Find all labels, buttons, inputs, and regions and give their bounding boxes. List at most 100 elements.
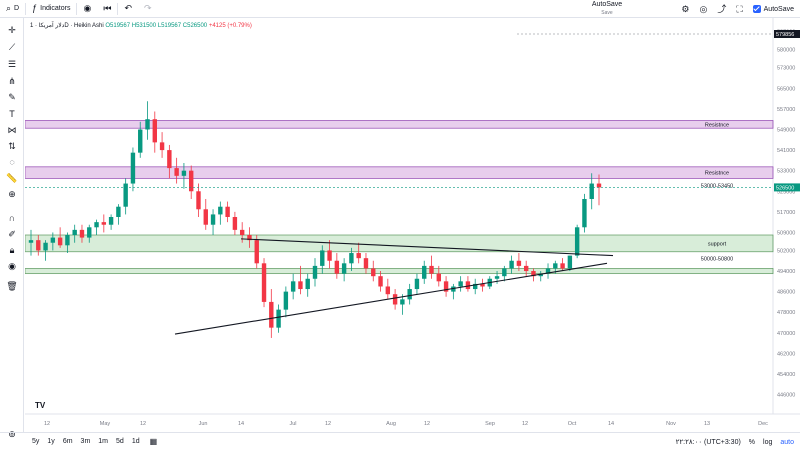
candle-body[interactable] <box>465 281 471 290</box>
candle-body[interactable] <box>567 255 573 269</box>
indicators-button[interactable]: ƒ Indicators <box>26 0 76 18</box>
candle-body[interactable] <box>167 150 172 169</box>
candle-body[interactable] <box>596 183 602 188</box>
candle-body[interactable] <box>276 309 281 328</box>
candle-body[interactable] <box>50 237 56 243</box>
share-icon[interactable]: ⤴ <box>717 3 727 14</box>
candle-body[interactable] <box>130 152 136 184</box>
candle-body[interactable] <box>152 119 157 143</box>
autosave-button[interactable]: AutoSave Save <box>585 1 629 17</box>
candle-body[interactable] <box>43 242 48 251</box>
magnet-icon[interactable]: ∩ <box>8 213 16 223</box>
candle-body[interactable] <box>123 183 128 207</box>
candle-body[interactable] <box>429 265 434 274</box>
price-chart[interactable]: Resistnce Resistnce 53000-53450 support 5000… <box>24 18 800 432</box>
zone-support-2[interactable] <box>24 234 774 253</box>
candle-body[interactable] <box>57 237 63 246</box>
candle-body[interactable] <box>203 209 208 225</box>
zoom-icon[interactable]: ⊕ <box>8 188 16 199</box>
candle-body[interactable] <box>189 170 194 192</box>
candle-body[interactable] <box>400 299 405 305</box>
range-button-3m[interactable]: 3m <box>80 438 91 445</box>
candle-body[interactable] <box>138 129 143 153</box>
fib-icon[interactable]: ☰ <box>7 58 17 69</box>
candle-body[interactable] <box>320 250 325 266</box>
auto-toggle[interactable]: auto <box>780 438 794 446</box>
candle-body[interactable] <box>108 217 114 225</box>
candle-body[interactable] <box>79 229 85 238</box>
candle-body[interactable] <box>473 283 478 290</box>
candle-body[interactable] <box>553 263 558 269</box>
candle-body[interactable] <box>523 265 529 272</box>
candle-body[interactable] <box>36 240 41 251</box>
candle-body[interactable] <box>422 265 427 279</box>
candle-body[interactable] <box>451 286 456 292</box>
zone-resistance-0[interactable] <box>24 120 774 129</box>
candle-body[interactable] <box>385 286 391 295</box>
candle-body[interactable] <box>239 229 245 236</box>
text-icon[interactable]: T <box>9 109 15 119</box>
zone-resistance-1[interactable] <box>24 166 774 179</box>
range-button-5d[interactable]: 5d <box>116 438 124 445</box>
descending-trendline[interactable] <box>240 238 614 257</box>
candle-body[interactable] <box>174 168 179 176</box>
shapes-icon[interactable]: ◌ <box>9 157 15 167</box>
pencil-lock-icon[interactable]: ✐ <box>8 228 16 239</box>
candle-body[interactable] <box>378 276 383 287</box>
candle-body[interactable] <box>480 283 485 287</box>
brush-icon[interactable]: ✎ <box>8 91 16 102</box>
candle-body[interactable] <box>589 183 594 199</box>
pattern-icon[interactable]: ⋈ <box>7 124 17 135</box>
zone-support-3[interactable] <box>24 268 774 275</box>
settings-icon[interactable]: ⚙ <box>681 3 690 14</box>
candle-body[interactable] <box>516 260 522 266</box>
candle-body[interactable] <box>28 240 34 243</box>
candle-body[interactable] <box>261 263 267 302</box>
undo-button[interactable]: ↶ <box>118 0 138 18</box>
candle-body[interactable] <box>371 268 376 277</box>
candle-body[interactable] <box>196 191 201 210</box>
candle-body[interactable] <box>65 235 70 246</box>
camera-icon[interactable]: ◎ <box>699 3 708 14</box>
candle-body[interactable] <box>414 278 420 290</box>
candle-body[interactable] <box>545 268 551 274</box>
candle-body[interactable] <box>94 222 99 228</box>
trash-icon[interactable]: 🗑︎ <box>6 280 18 291</box>
percent-toggle[interactable]: % <box>748 438 756 446</box>
candle-body[interactable] <box>305 278 310 290</box>
candle-body[interactable] <box>159 142 165 151</box>
candle-body[interactable] <box>72 229 77 236</box>
candle-body[interactable] <box>349 253 354 264</box>
autosave-toggle[interactable]: AutoSave <box>752 5 794 13</box>
ruler-icon[interactable]: 📏 <box>6 172 18 183</box>
lock-icon[interactable]: 🔒︎ <box>9 244 15 255</box>
candle-body[interactable] <box>181 170 187 176</box>
candle-body[interactable] <box>392 294 398 305</box>
candle-body[interactable] <box>101 222 107 225</box>
candle-body[interactable] <box>341 263 347 274</box>
candle-body[interactable] <box>269 301 274 328</box>
candle-body[interactable] <box>509 260 514 269</box>
range-button-1y[interactable]: 1y <box>47 438 55 445</box>
candle-body[interactable] <box>407 289 412 300</box>
candle-body[interactable] <box>538 273 543 277</box>
range-button-6m[interactable]: 6m <box>62 438 73 445</box>
trendline-icon[interactable]: ⟋ <box>8 41 16 52</box>
candle-body[interactable] <box>87 227 92 238</box>
candle-body[interactable] <box>225 206 230 217</box>
range-button-5y[interactable]: 5y <box>32 438 40 445</box>
prediction-icon[interactable]: ⇅ <box>8 140 16 151</box>
candle-body[interactable] <box>443 281 449 292</box>
fullscreen-icon[interactable]: ⛶ <box>736 3 743 14</box>
redo-button[interactable]: ↷ <box>138 0 158 18</box>
range-button-1d[interactable]: 1d <box>131 438 140 445</box>
candle-body[interactable] <box>531 271 536 277</box>
candle-body[interactable] <box>312 265 318 279</box>
candle-body[interactable] <box>283 291 289 310</box>
candle-body[interactable] <box>363 258 369 269</box>
candle-body[interactable] <box>436 273 441 282</box>
candle-body[interactable] <box>458 281 463 287</box>
candle-body[interactable] <box>145 119 150 130</box>
alert-button[interactable]: ◉ <box>77 0 97 18</box>
log-toggle[interactable]: log <box>763 438 773 446</box>
